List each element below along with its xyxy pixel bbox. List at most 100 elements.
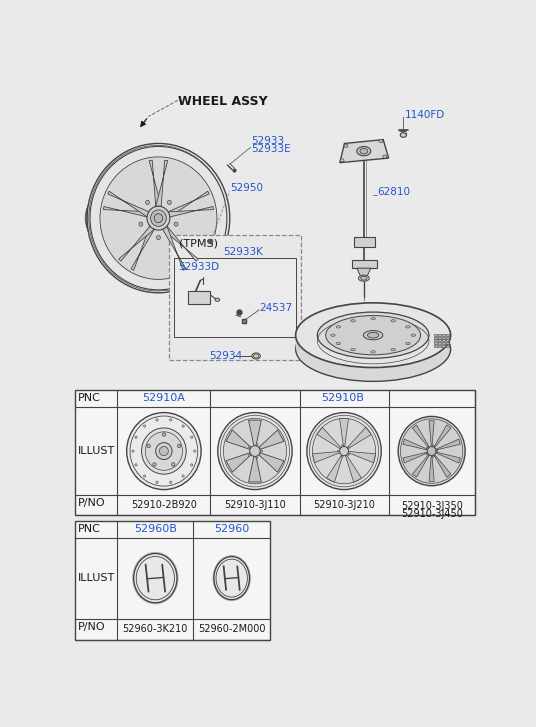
Bar — [442, 342, 445, 344]
Ellipse shape — [177, 444, 181, 448]
Ellipse shape — [427, 447, 428, 449]
Ellipse shape — [90, 146, 227, 290]
Polygon shape — [226, 453, 251, 473]
Ellipse shape — [142, 428, 186, 474]
Polygon shape — [429, 456, 434, 481]
Ellipse shape — [139, 222, 143, 226]
Polygon shape — [403, 452, 427, 463]
Ellipse shape — [220, 415, 289, 487]
Ellipse shape — [145, 432, 182, 470]
Ellipse shape — [344, 144, 348, 148]
Polygon shape — [345, 455, 362, 482]
Ellipse shape — [368, 332, 379, 338]
Polygon shape — [249, 457, 261, 482]
Polygon shape — [168, 206, 213, 217]
Ellipse shape — [391, 348, 396, 350]
Polygon shape — [436, 452, 460, 463]
Ellipse shape — [340, 159, 344, 162]
Ellipse shape — [144, 425, 146, 427]
Ellipse shape — [159, 446, 168, 456]
Ellipse shape — [193, 450, 196, 452]
Ellipse shape — [100, 157, 217, 279]
Bar — [174, 258, 296, 337]
Bar — [446, 334, 449, 336]
Ellipse shape — [133, 553, 177, 603]
Bar — [169, 235, 301, 360]
Ellipse shape — [252, 353, 260, 359]
Ellipse shape — [348, 447, 349, 449]
Ellipse shape — [153, 462, 156, 466]
Ellipse shape — [357, 147, 371, 156]
Ellipse shape — [260, 450, 263, 452]
Ellipse shape — [363, 331, 383, 340]
Ellipse shape — [336, 342, 340, 345]
Text: WHEEL ASSY: WHEEL ASSY — [178, 95, 267, 108]
Bar — [434, 334, 437, 336]
Ellipse shape — [400, 132, 406, 137]
Polygon shape — [156, 160, 168, 206]
Ellipse shape — [174, 222, 178, 226]
Text: 52933D: 52933D — [178, 262, 220, 272]
Ellipse shape — [371, 350, 375, 353]
Ellipse shape — [155, 443, 172, 459]
Ellipse shape — [331, 334, 335, 337]
Ellipse shape — [249, 446, 250, 448]
Ellipse shape — [256, 443, 258, 446]
Ellipse shape — [326, 316, 421, 355]
Ellipse shape — [213, 555, 250, 601]
Ellipse shape — [147, 206, 170, 230]
Text: 62810: 62810 — [377, 188, 410, 197]
Ellipse shape — [341, 445, 343, 446]
Ellipse shape — [87, 143, 230, 293]
Ellipse shape — [147, 444, 150, 448]
Bar — [352, 260, 377, 268]
Ellipse shape — [162, 433, 166, 436]
Ellipse shape — [336, 326, 340, 328]
Ellipse shape — [411, 334, 415, 337]
Ellipse shape — [132, 553, 178, 604]
Ellipse shape — [214, 557, 250, 600]
Ellipse shape — [144, 475, 146, 477]
Bar — [446, 337, 449, 339]
Ellipse shape — [250, 446, 260, 457]
Text: 52910-3J350: 52910-3J350 — [401, 502, 463, 512]
Ellipse shape — [359, 275, 369, 281]
Polygon shape — [259, 453, 284, 473]
Text: PNC: PNC — [78, 393, 101, 403]
Text: P/NO: P/NO — [78, 622, 106, 632]
Bar — [442, 337, 445, 339]
Text: 52910-3J450: 52910-3J450 — [401, 509, 463, 519]
Ellipse shape — [135, 464, 137, 466]
Bar — [442, 334, 445, 336]
Ellipse shape — [169, 419, 172, 421]
Ellipse shape — [169, 481, 172, 483]
Polygon shape — [163, 226, 198, 261]
Polygon shape — [103, 206, 149, 217]
Polygon shape — [434, 454, 451, 477]
Text: 24537: 24537 — [259, 303, 292, 313]
Ellipse shape — [296, 317, 451, 382]
Ellipse shape — [154, 214, 163, 222]
Text: 52960-3K210: 52960-3K210 — [123, 624, 188, 635]
Bar — [438, 342, 441, 344]
Bar — [438, 337, 441, 339]
Ellipse shape — [224, 418, 287, 483]
Ellipse shape — [351, 348, 355, 350]
Polygon shape — [131, 226, 154, 270]
Ellipse shape — [398, 417, 465, 486]
Ellipse shape — [361, 276, 367, 280]
Bar — [434, 342, 437, 344]
Ellipse shape — [218, 412, 292, 489]
Polygon shape — [412, 454, 429, 477]
Text: 1140FD: 1140FD — [405, 111, 445, 121]
Ellipse shape — [383, 155, 386, 158]
Polygon shape — [347, 427, 371, 449]
Text: ILLUST: ILLUST — [78, 446, 115, 456]
Text: 52933E: 52933E — [251, 144, 291, 154]
Ellipse shape — [126, 412, 201, 489]
Ellipse shape — [317, 312, 429, 358]
Polygon shape — [403, 439, 427, 450]
Ellipse shape — [249, 454, 250, 456]
Bar — [354, 238, 375, 246]
Ellipse shape — [309, 415, 378, 487]
